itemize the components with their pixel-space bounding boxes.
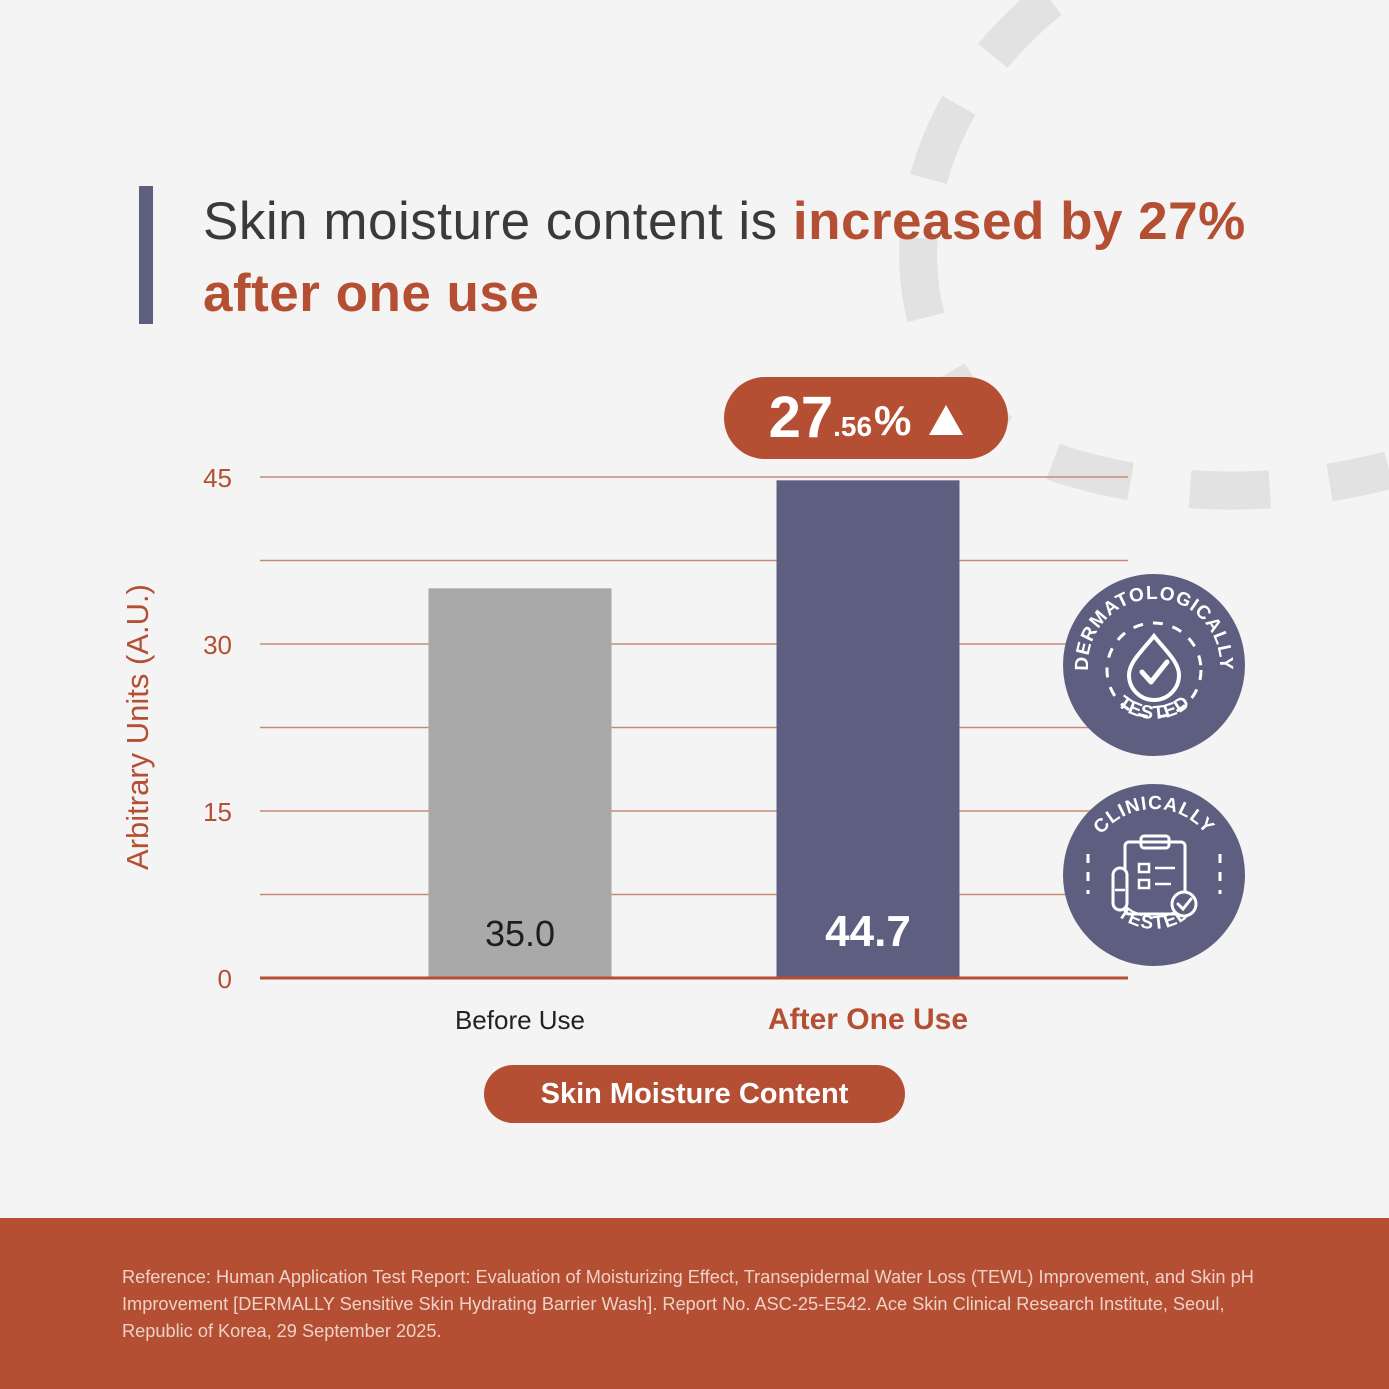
y-tick-label: 30 bbox=[203, 630, 232, 660]
title-accent-bar bbox=[139, 186, 153, 324]
triangle-up-icon bbox=[929, 405, 964, 435]
clipboard-test-tube-icon bbox=[1086, 834, 1222, 918]
clinically-tested-seal: CLINICALLY TESTED bbox=[1063, 784, 1245, 966]
bars bbox=[428, 480, 960, 978]
category-label: After One Use bbox=[768, 1003, 968, 1036]
y-axis-label: Arbitrary Units (A.U.) bbox=[120, 584, 155, 870]
title-plain: Skin moisture content is bbox=[203, 192, 793, 251]
value-labels: 35.0 44.7 bbox=[485, 907, 911, 956]
y-tick-label: 45 bbox=[203, 463, 232, 493]
page-title: Skin moisture content is increased by 27… bbox=[203, 186, 1303, 330]
y-tick-labels: 0 15 30 45 bbox=[203, 463, 232, 994]
category-labels: Before Use After One Use bbox=[455, 1003, 968, 1036]
category-label: Before Use bbox=[455, 1005, 585, 1035]
dermatologically-tested-seal: DERMATOLOGICALLY TESTED bbox=[1063, 574, 1245, 756]
drop-check-icon bbox=[1105, 621, 1203, 719]
badge-whole: 27 bbox=[768, 385, 834, 450]
increase-badge: 27.56% bbox=[724, 377, 1008, 459]
legend-pill: Skin Moisture Content bbox=[484, 1065, 905, 1123]
badge-decimal: .56 bbox=[833, 411, 873, 442]
bar bbox=[428, 588, 612, 978]
y-tick-label: 15 bbox=[203, 797, 232, 827]
badge-percent: % bbox=[874, 397, 912, 444]
value-label: 35.0 bbox=[485, 913, 555, 954]
y-tick-label: 0 bbox=[218, 964, 232, 994]
bar bbox=[776, 480, 960, 978]
seal-top-text: CLINICALLY bbox=[1090, 793, 1219, 838]
value-label: 44.7 bbox=[825, 907, 911, 956]
seal-top-text: DERMATOLOGICALLY bbox=[1072, 583, 1236, 671]
footer-band bbox=[0, 1218, 1389, 1389]
grid-lines bbox=[260, 476, 1128, 896]
reference-text: Reference: Human Application Test Report… bbox=[122, 1267, 1254, 1341]
title-highlight: increased by 27% after one use bbox=[203, 192, 1246, 323]
